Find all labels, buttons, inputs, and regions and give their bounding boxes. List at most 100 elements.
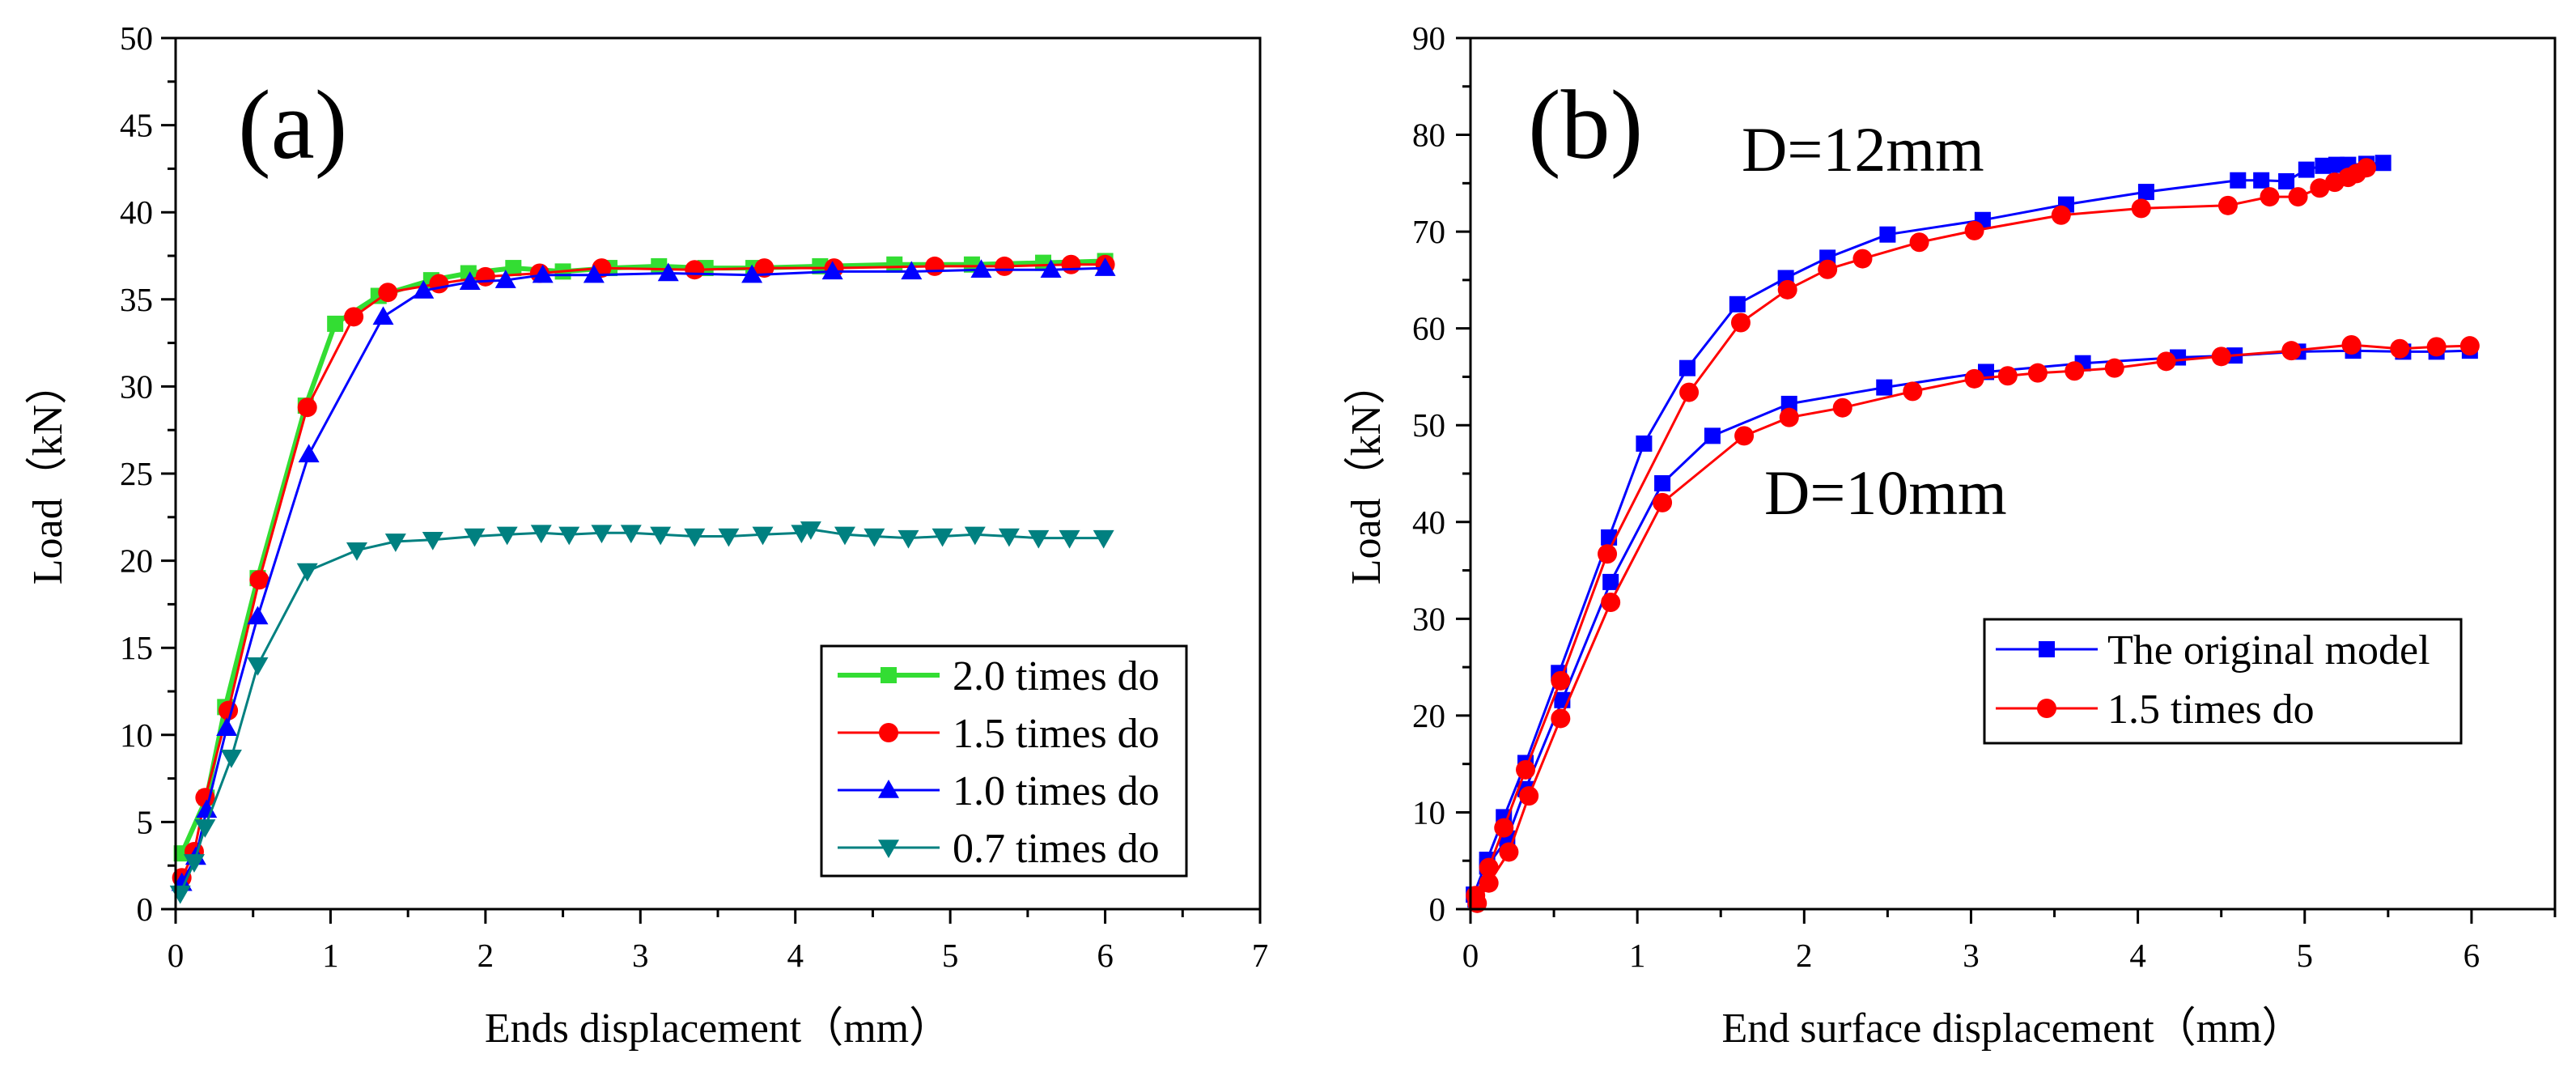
legend-label: 0.7 times do [953, 826, 1160, 872]
x-tick-label: 3 [632, 937, 649, 974]
data-point [1997, 366, 2018, 386]
panel-label: (b) [1528, 70, 1643, 180]
data-point [219, 700, 239, 721]
data-point [413, 280, 435, 299]
data-point [532, 264, 554, 283]
data-point [1852, 249, 1873, 269]
y-tick-label: 15 [120, 629, 153, 666]
series-1-0-times-do [171, 257, 1116, 891]
legend-item-1-0-times-do: 1.0 times do [838, 768, 1160, 814]
data-point [2104, 358, 2124, 378]
data-point [2253, 172, 2270, 189]
data-point [741, 264, 763, 283]
y-tick-label: 30 [120, 368, 153, 405]
legend-item-2-0-times-do: 2.0 times do [838, 653, 1160, 699]
x-tick-label: 7 [1252, 937, 1269, 974]
data-point [2131, 198, 2151, 219]
curve-annotation: D=12mm [1742, 114, 1984, 185]
legend: The original model 1.5 times do [1983, 618, 2463, 745]
data-point [718, 528, 740, 547]
data-point [1516, 759, 1536, 780]
data-point [378, 283, 398, 303]
data-point [2288, 187, 2308, 207]
x-tick-label: 6 [1097, 937, 1114, 974]
y-tick-label: 5 [137, 803, 154, 840]
data-point [2211, 346, 2231, 367]
series-0-7-times-do [169, 521, 1114, 904]
data-point [384, 534, 406, 552]
data-point [2027, 363, 2048, 383]
data-point [372, 306, 394, 325]
data-point [864, 528, 885, 547]
data-point [1779, 407, 1799, 427]
data-point [754, 258, 774, 278]
legend-label: 1.5 times do [953, 711, 1160, 757]
data-point [1704, 427, 1721, 444]
data-point [1654, 474, 1671, 491]
legend-label: 2.0 times do [953, 653, 1160, 699]
data-point [1601, 593, 1621, 613]
data-point [422, 532, 443, 551]
data-point [1876, 379, 1893, 396]
legend-label: The original model [2107, 627, 2430, 674]
x-axis-title: End surface displacement（mm） [1721, 1005, 2303, 1052]
legend-frame [1983, 618, 2463, 745]
legend-label: 1.5 times do [2107, 687, 2315, 733]
data-point [2341, 334, 2362, 355]
x-tick-label: 1 [322, 937, 339, 974]
data-point [494, 270, 516, 288]
data-point [1059, 529, 1080, 549]
data-point [620, 525, 642, 544]
y-tick-label: 35 [120, 281, 153, 318]
y-tick-label: 10 [120, 716, 153, 754]
data-point [1602, 573, 1619, 590]
data-point [1909, 232, 1929, 253]
data-point [752, 526, 774, 546]
data-point [216, 717, 238, 736]
data-point [1903, 381, 1923, 402]
legend-marker [879, 723, 898, 742]
data-point [1964, 220, 1984, 240]
y-tick-label: 50 [120, 19, 153, 57]
y-axis-title: Load（kN） [25, 363, 71, 585]
data-point [1679, 359, 1695, 376]
data-point [898, 529, 919, 549]
data-point [429, 274, 449, 294]
data-point [2230, 172, 2247, 189]
legend-marker [2039, 641, 2055, 657]
data-point [297, 397, 317, 418]
y-tick-label: 30 [1412, 600, 1445, 637]
data-point [886, 256, 903, 273]
data-point [1494, 818, 1514, 838]
data-point [2374, 155, 2391, 172]
data-point [183, 854, 205, 873]
legend-label: 1.0 times do [953, 768, 1160, 814]
data-point [650, 526, 672, 546]
x-tick-label: 6 [2464, 937, 2481, 974]
y-tick-label: 0 [1429, 891, 1446, 928]
data-point [247, 606, 269, 625]
data-point [194, 819, 216, 838]
data-point [834, 526, 855, 546]
data-point [970, 259, 992, 278]
data-point [530, 525, 552, 544]
data-point [1028, 529, 1050, 549]
data-point [344, 307, 364, 327]
data-point [684, 528, 706, 547]
data-point [1653, 492, 1673, 512]
legend-item-1-5-times-do: 1.5 times do [838, 711, 1160, 757]
data-point [2217, 195, 2238, 215]
y-tick-label: 10 [1412, 793, 1445, 831]
legend-marker [2037, 699, 2056, 718]
data-point [327, 315, 344, 332]
data-point [2278, 172, 2295, 189]
data-point [2426, 337, 2447, 357]
data-point [932, 528, 953, 547]
plot-area [1466, 155, 2480, 913]
y-tick-label: 70 [1412, 213, 1445, 250]
data-point [1061, 254, 1081, 274]
